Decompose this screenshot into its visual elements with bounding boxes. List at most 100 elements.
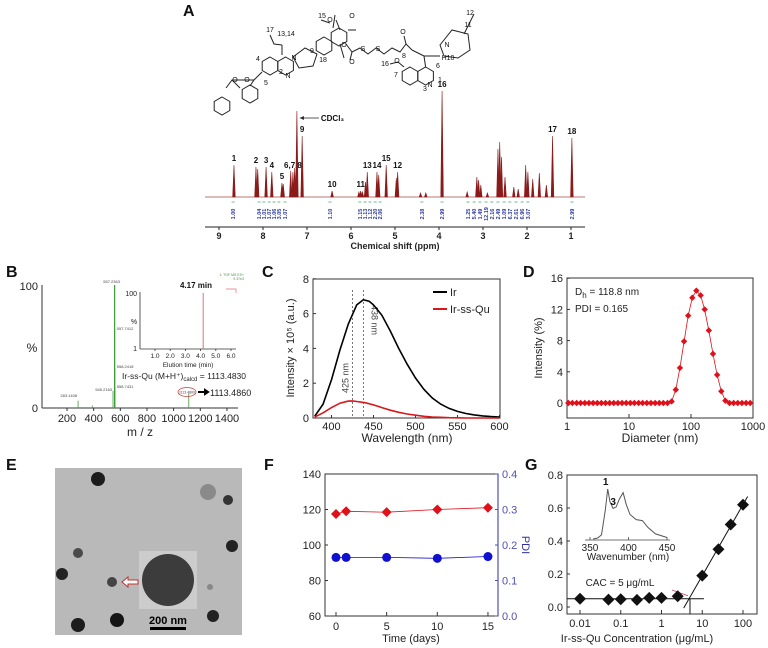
bond [231,79,241,89]
x-tick-label: 400 [322,421,340,433]
nmr-peak [465,190,469,198]
nmr-peak-label: 18 [567,127,576,136]
data-point [671,590,684,603]
cac-chart: 0.01 0.1 1 10 100 0.0 0.2 0.4 0.6 0.8 Ir-ss-Qu Con… [548,470,758,645]
right-y-tick-label: 0.4 [502,469,517,481]
atom-label: 12 [466,10,474,17]
inset-x-tick-label: 6.0 [226,353,235,360]
y-tick-label: 60 [309,611,321,623]
atom-label: 17 [266,27,274,34]
atom-label: 1 [438,77,442,84]
pdi-point [483,552,493,562]
data-point [631,399,638,407]
nmr-peak [524,164,528,198]
size-point [432,504,443,515]
integral-value: 1.25 [466,209,472,220]
dh-symbol: D [575,287,582,298]
ring-c [292,47,318,69]
data-point [565,399,572,407]
scale-bar-label: 200 nm [149,615,187,627]
nmr-peak-label: 9 [300,125,305,134]
ring-b [277,56,294,76]
atom-label: 4 [256,56,260,63]
integral-value: 2.99 [570,209,576,220]
bond [463,13,475,35]
integral-value: 1.04 [257,208,263,220]
x-tick-label: 550 [448,421,466,433]
nmr-peak [531,178,535,198]
data-point [655,591,668,604]
atom-label: 6 [436,63,440,70]
nmr-peak [232,164,236,198]
data-point [643,591,656,604]
integral-value: 2.61 [514,209,520,220]
x-tick-label: 1 [568,231,573,241]
nmr-peak-label: 5 [280,172,285,181]
pyrene-emission-line [592,488,668,540]
peak-label-3: 3 [610,497,616,508]
x-tick-label: 1000 [161,413,185,425]
solvent-label: CDCl₃ [321,114,345,123]
data-point [676,364,684,372]
nanoparticle [226,540,238,552]
atom-label: 9 [310,48,314,55]
y-tick-label: 0.8 [548,470,563,482]
x-axis-title: Chemical shift (ppm) [350,241,439,251]
atom-label: 8 [402,53,406,60]
calcd-subscript: calcd [183,377,197,383]
x-tick-label: 600 [490,421,508,433]
bond [389,61,405,68]
ms-peak-label: 545.2163 [95,387,112,392]
data-point [660,399,667,407]
integral-value: 2.16 [490,209,496,220]
panel-label-b: B [6,264,18,281]
integral-value: 2.06 [378,209,384,220]
cac-label: CAC = 5 μg/mL [586,578,655,589]
nmr-peak [289,170,293,198]
x-tick-label: 7 [304,231,309,241]
quinoline-ring-2 [417,66,434,86]
inset-x-tick-label: 2.0 [166,353,175,360]
integral-value: 6.96 [520,209,526,220]
x-tick-label: 8 [260,231,265,241]
nmr-peak [526,171,530,198]
right-y-tick-label: 0.0 [502,611,517,623]
data-point [622,399,630,407]
size-point [482,502,493,513]
data-point [724,518,737,531]
bond [339,43,345,59]
dh-value: = 118.8 nm [587,287,639,298]
nmr-peak [377,174,381,198]
nmr-peak [270,171,274,198]
atom-label: 11 [464,22,471,29]
nanoparticle [207,584,213,590]
x-tick-label: 4 [436,231,441,241]
data-point [589,399,597,407]
dh-subscript: h [582,291,586,300]
size-point [381,507,392,518]
data-point [614,593,627,606]
integral-value: 2.38 [420,209,426,220]
scale-bar [150,627,186,630]
data-point [627,399,634,407]
data-point [639,399,646,407]
x-axis-title: Time (days) [382,633,440,645]
integral-value: 5.40 [472,209,478,220]
nmr-peak [396,171,400,198]
ring-a [261,56,279,76]
nmr-peak [264,166,268,198]
data-point [746,399,754,407]
data-point [630,593,643,606]
data-point [672,386,679,393]
size-point [331,508,341,519]
y-tick-label: 100 [303,540,321,552]
bond [269,34,283,46]
y-tick-label: 0.0 [548,602,563,614]
atom-label: O [349,13,355,20]
data-point [598,399,605,407]
data-point [573,399,580,407]
x-axis-title: Wavelength (nm) [362,431,453,445]
y-tick-label: 100 [20,281,38,293]
